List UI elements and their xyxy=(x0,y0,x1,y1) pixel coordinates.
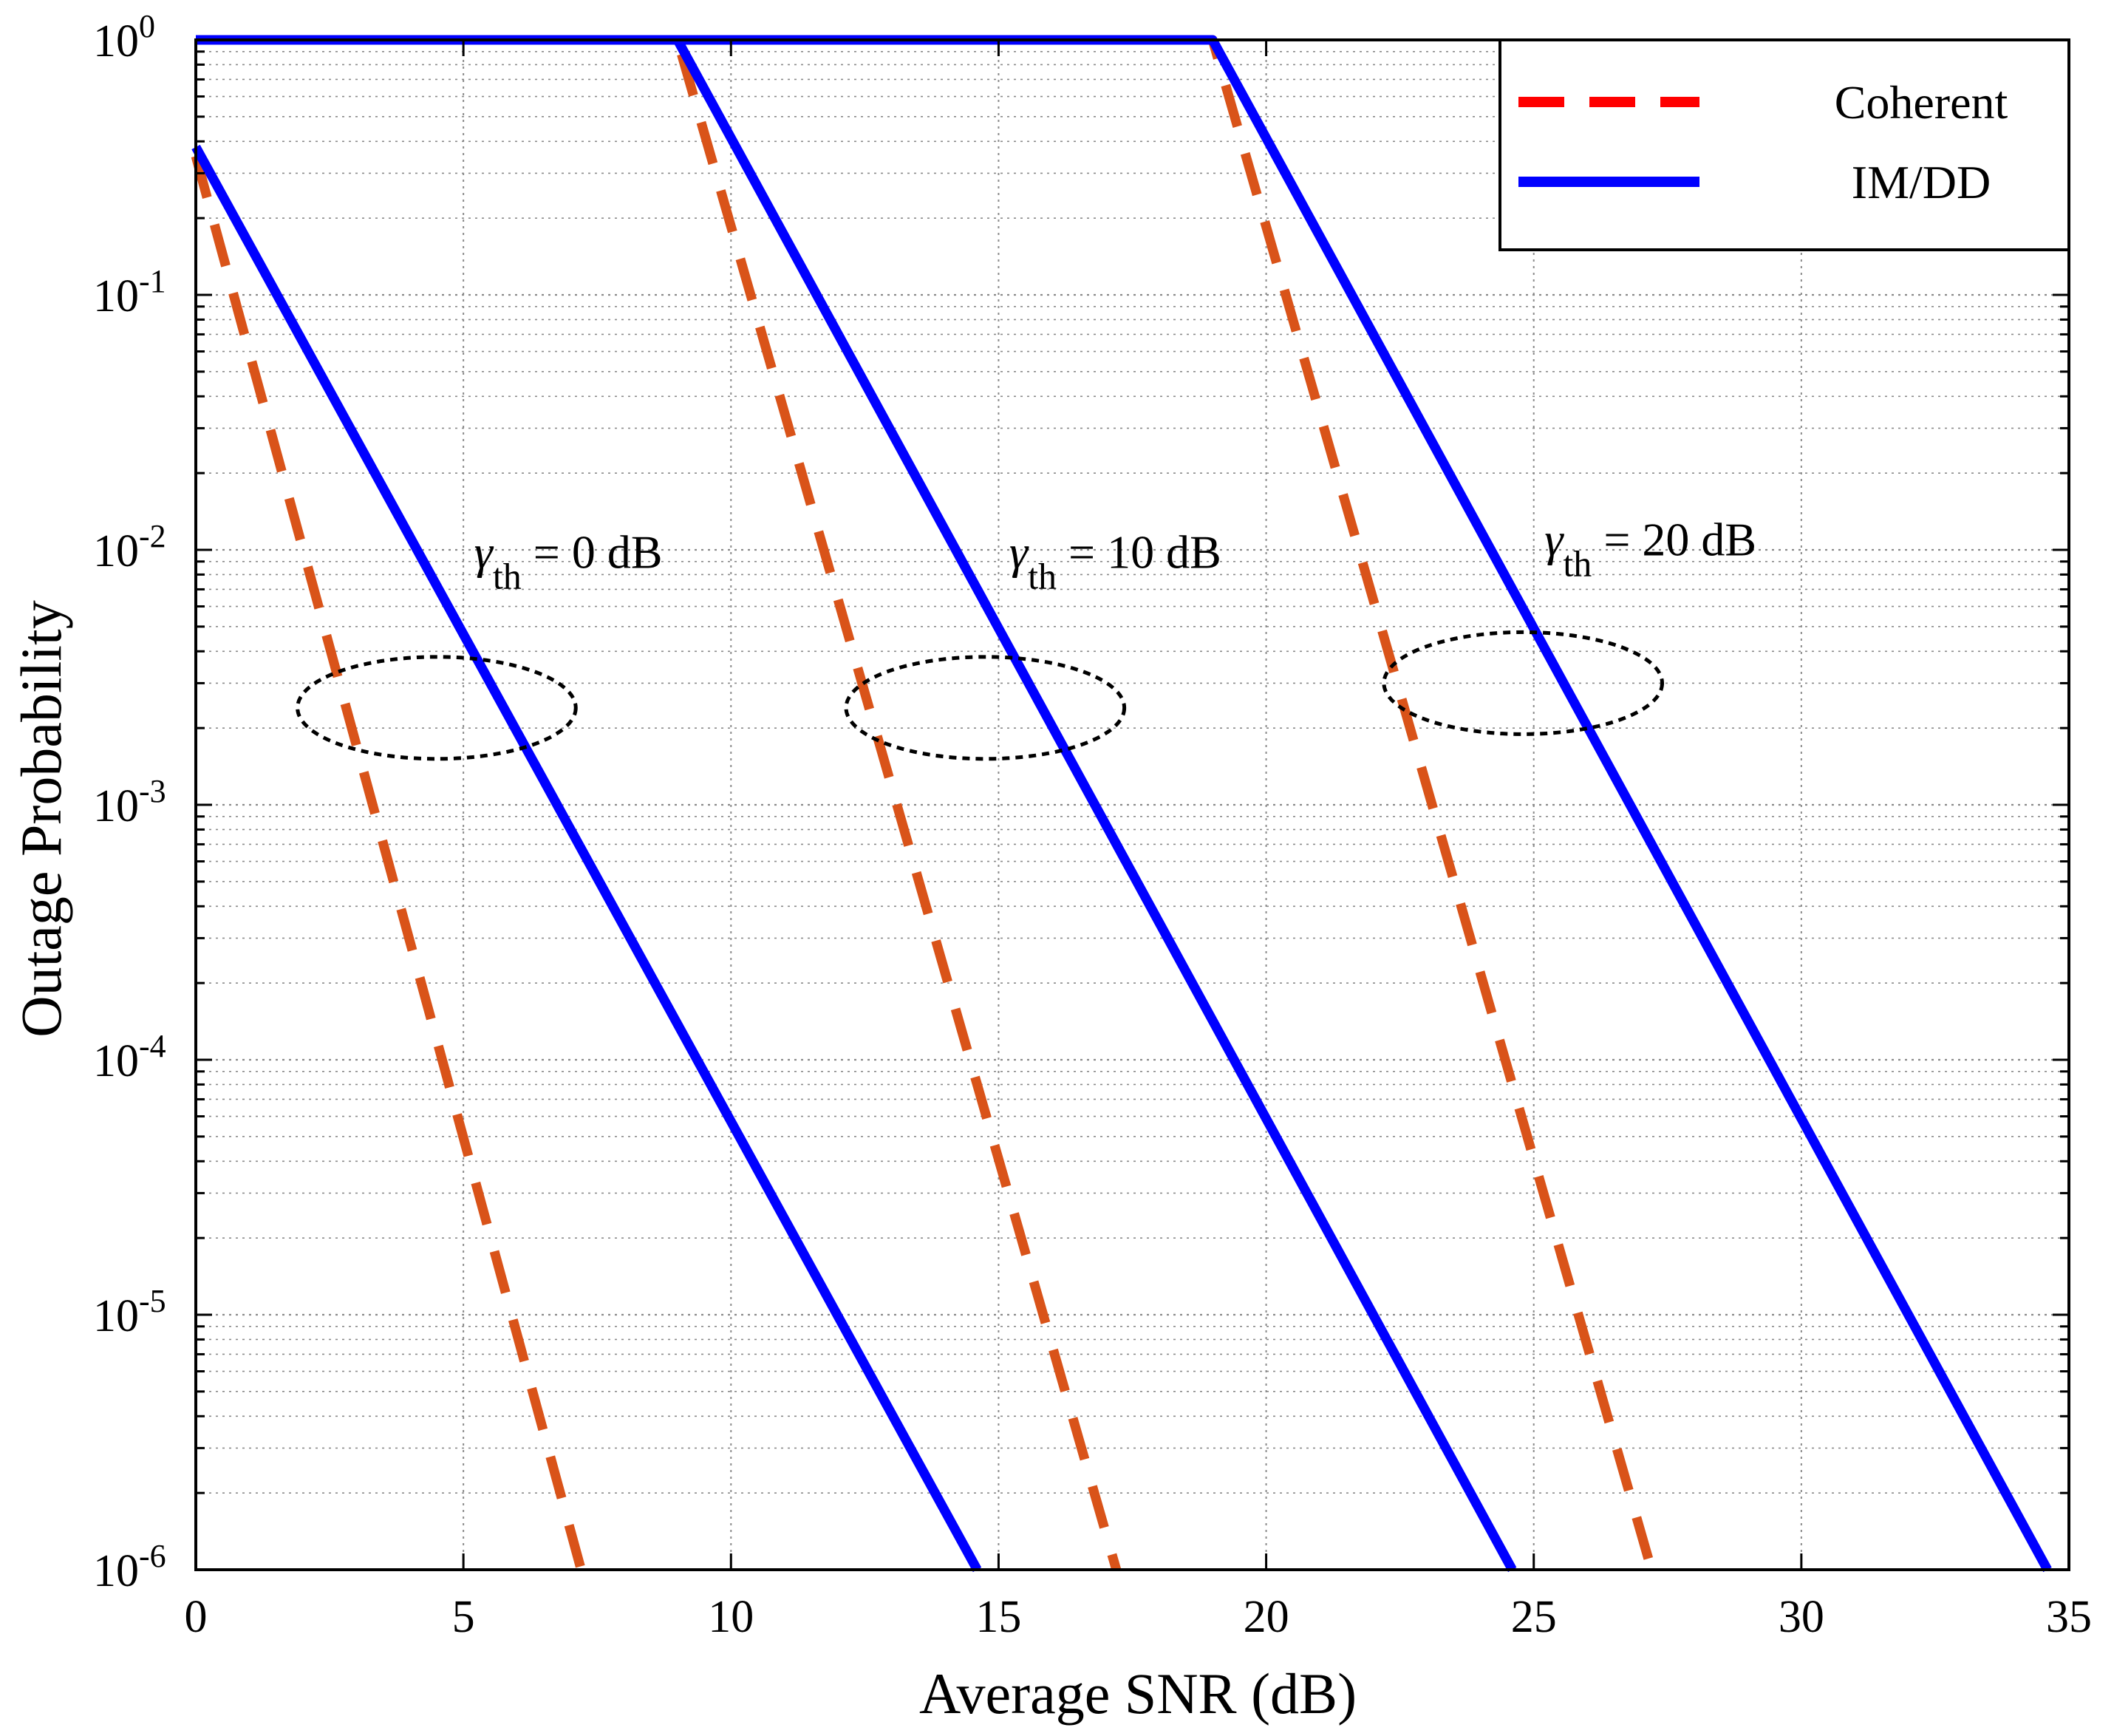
y-tick-label: 100 xyxy=(93,8,155,67)
y-tick-labels: 100 10-1 10-2 10-3 10-4 10-5 10-6 xyxy=(93,8,166,1596)
annotation-label: γth = 20 dB xyxy=(1544,514,1756,585)
annotation-ellipse xyxy=(844,655,1127,761)
x-tick-label: 15 xyxy=(975,1592,1021,1642)
series-line-imdd-gamma-0db xyxy=(191,144,982,1573)
legend-box xyxy=(1498,38,2070,251)
legend-label-coherent: Coherent xyxy=(1835,76,2008,129)
y-tick-label: 10-5 xyxy=(93,1283,166,1341)
grid xyxy=(196,40,2069,1571)
annotation-ellipse xyxy=(1382,630,1665,736)
x-tick-label: 20 xyxy=(1244,1592,1289,1642)
x-tick-label: 5 xyxy=(452,1592,475,1642)
legend-label-imdd: IM/DD xyxy=(1852,156,1991,208)
x-tick-label: 0 xyxy=(185,1592,208,1642)
annotation-label: γth = 0 dB xyxy=(474,525,663,596)
y-tick-label: 10-4 xyxy=(93,1028,166,1086)
y-tick-label: 10-1 xyxy=(93,263,166,321)
annotation-label: γth = 10 dB xyxy=(1009,525,1221,596)
y-tick-label: 10-3 xyxy=(93,773,166,831)
series-line-coherent-gamma-0db xyxy=(191,154,586,1571)
x-tick-label: 25 xyxy=(1511,1592,1557,1642)
x-tick-labels: 0 5 10 15 20 25 30 35 xyxy=(185,1592,2093,1642)
x-tick-label: 30 xyxy=(1779,1592,1824,1642)
legend: Coherent IM/DD xyxy=(1498,38,2070,251)
y-tick-label: 10-2 xyxy=(93,518,166,576)
y-axis-label: Outage Probability xyxy=(9,600,73,1037)
x-tick-label: 35 xyxy=(2046,1592,2092,1642)
annotation-ellipse xyxy=(296,655,578,761)
annotations: γth = 0 dB γth = 10 dB γth = 20 dB xyxy=(296,514,1756,761)
x-axis-label: Average SNR (dB) xyxy=(919,1661,1357,1726)
y-tick-label: 10-6 xyxy=(93,1538,166,1596)
x-tick-label: 10 xyxy=(708,1592,754,1642)
